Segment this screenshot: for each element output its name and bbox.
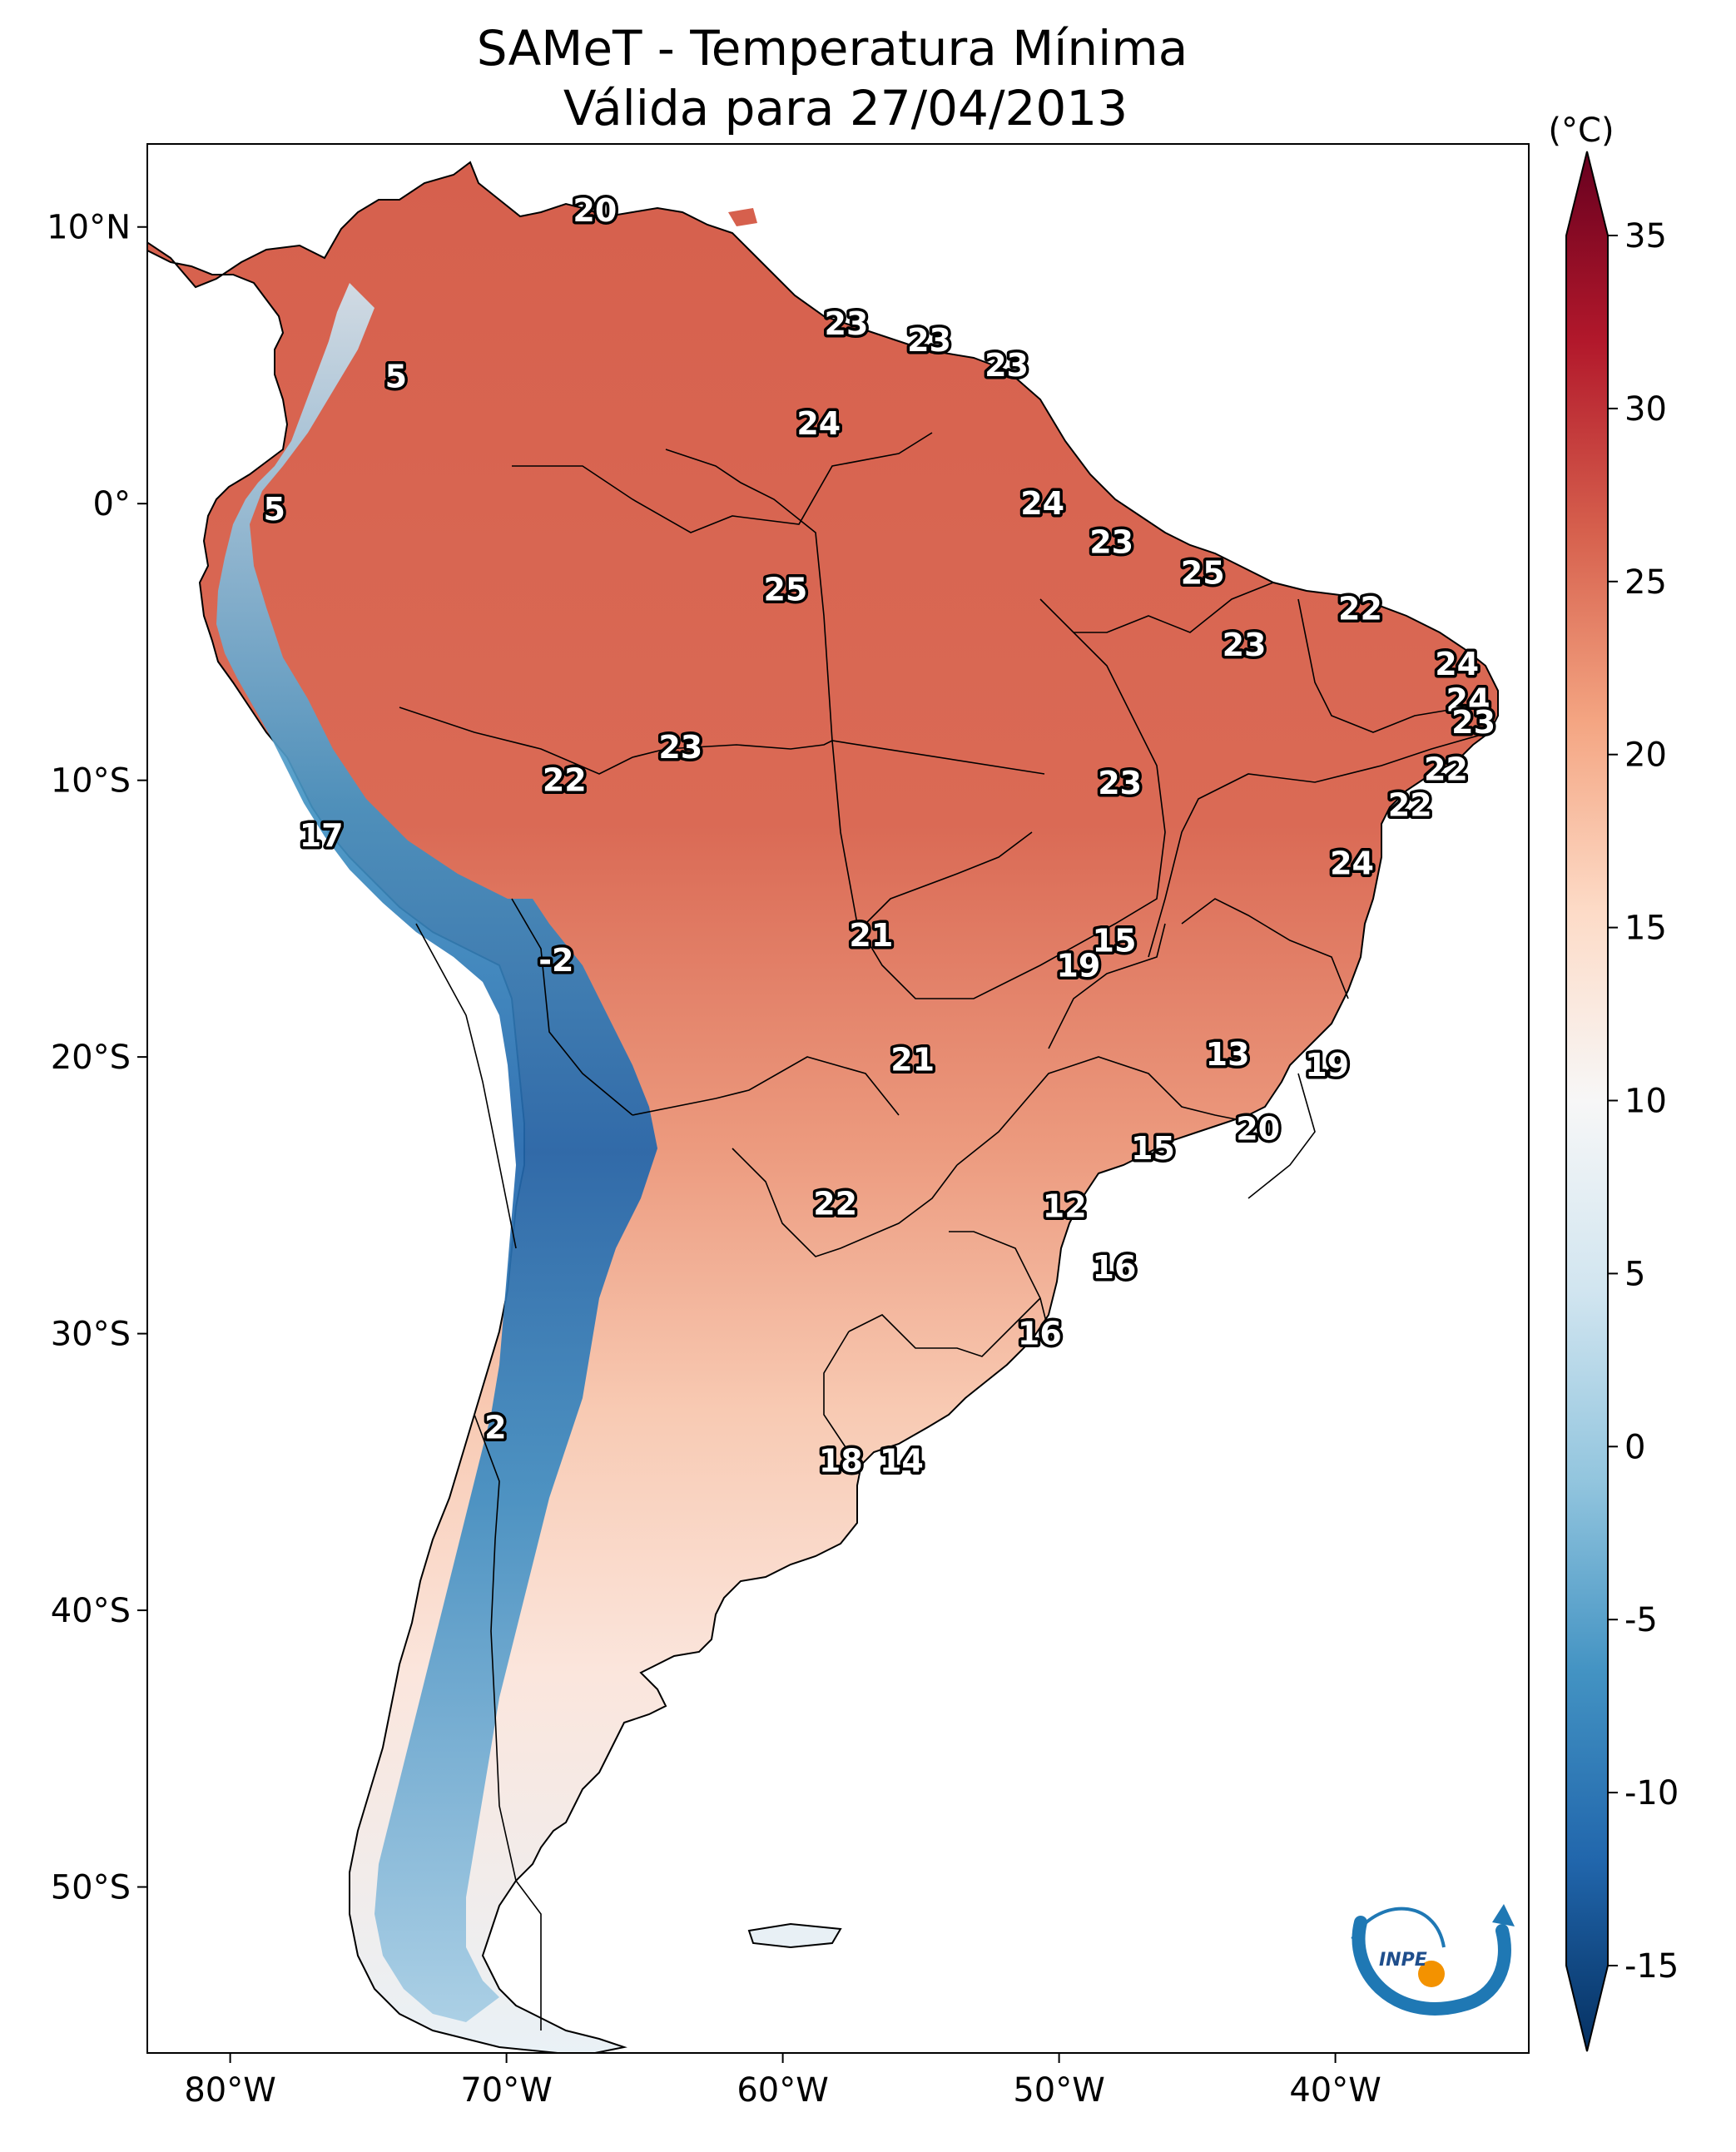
temperature-label: 16 — [1018, 1316, 1062, 1352]
latitude-tick-label: 30°S — [51, 1316, 131, 1354]
temperature-label: 23 — [1098, 765, 1142, 801]
temperature-label: 16 — [1093, 1249, 1137, 1286]
colorbar-unit: (°C) — [1548, 112, 1614, 150]
map-area — [147, 144, 1529, 2053]
temperature-label: 22 — [1388, 787, 1432, 824]
latitude-tick-label: 10°S — [51, 762, 131, 801]
temperature-label: 2 — [484, 1410, 506, 1446]
colorbar-ticks: 35 30 25 20 15 10 5 0 -5 -10 -15 — [1608, 217, 1679, 1986]
longitude-tick-label: 70°W — [460, 2071, 552, 2110]
temperature-label: 23 — [658, 729, 702, 766]
temperature-label: 19 — [1305, 1047, 1349, 1083]
temperature-label: 13 — [1206, 1036, 1250, 1073]
temperature-label: 21 — [849, 917, 893, 954]
temperature-label: 25 — [763, 571, 807, 607]
logo-orbit — [1351, 1907, 1446, 1948]
borders — [399, 432, 1490, 2031]
temperature-label: 17 — [300, 817, 344, 854]
colorbar-tick-label: 30 — [1624, 390, 1667, 429]
colorbar-tick-label: 10 — [1624, 1083, 1667, 1121]
temperature-label: 23 — [985, 347, 1029, 384]
temperature-label: 5 — [263, 491, 285, 528]
falklands — [747, 1922, 842, 1949]
latitude-tick-label: 10°N — [47, 209, 131, 247]
map-title: SAMeT - Temperatura Mínima — [477, 20, 1188, 77]
temperature-label: 15 — [1131, 1130, 1175, 1167]
temperature-label: 25 — [1181, 554, 1225, 591]
map-subtitle: Válida para 27/04/2013 — [563, 80, 1128, 136]
longitude-tick-label: 80°W — [184, 2071, 275, 2110]
temperature-label: -2 — [538, 942, 573, 979]
temperature-label: 24 — [796, 405, 841, 442]
colorbar-tick-label: 25 — [1624, 563, 1667, 602]
temperature-label: 14 — [880, 1443, 924, 1480]
temperature-label: 20 — [1236, 1111, 1280, 1148]
logo-arrow — [1492, 1904, 1515, 1926]
latitude-tick-label: 50°S — [51, 1869, 131, 1907]
temperature-label: 5 — [385, 358, 407, 394]
temperature-label: 22 — [813, 1185, 857, 1222]
latitude-tick-label: 40°S — [51, 1592, 131, 1630]
inpe-logo: INPE — [1351, 1904, 1515, 2016]
temperature-label: 23 — [825, 305, 869, 342]
longitude-tick-label: 60°W — [737, 2071, 828, 2110]
temperature-label: 22 — [1424, 751, 1468, 787]
temperature-label: 15 — [1093, 922, 1137, 959]
colorbar-tick-label: -5 — [1624, 1601, 1658, 1639]
temperature-label: 18 — [819, 1443, 863, 1480]
longitude-tick-label: 50°W — [1013, 2071, 1104, 2110]
temperature-label: 22 — [1338, 591, 1382, 627]
colorbar: (°C) 35 30 25 20 15 10 5 0 -5 -10 -15 — [1548, 112, 1679, 2052]
logo-swoosh — [1352, 1916, 1511, 2016]
longitude-tick-label: 40°W — [1289, 2071, 1381, 2110]
longitude-axis: 80°W 70°W 60°W 50°W 40°W — [184, 2053, 1381, 2110]
temperature-label: 24 — [1435, 646, 1479, 682]
temperature-label: 24 — [1446, 682, 1490, 718]
latitude-axis: 10°N 0° 10°S 20°S 30°S 40°S 50°S — [47, 209, 147, 1907]
temperature-label: 21 — [890, 1041, 935, 1078]
temperature-label: 23 — [1223, 627, 1267, 663]
colorbar-tick-label: -15 — [1624, 1947, 1679, 1986]
logo-sun — [1418, 1961, 1445, 1987]
temperature-label: 23 — [907, 322, 951, 359]
temperature-label: 23 — [1451, 704, 1495, 741]
temperature-label: 24 — [1020, 485, 1064, 522]
temperature-label: 23 — [1089, 524, 1133, 561]
colorbar-tick-label: 15 — [1624, 910, 1667, 948]
logo-text: INPE — [1379, 1950, 1427, 1971]
temperature-label: 12 — [1043, 1188, 1087, 1225]
temperature-label: 19 — [1056, 947, 1100, 984]
colorbar-body — [1565, 151, 1609, 2052]
latitude-tick-label: 0° — [93, 485, 131, 523]
colorbar-tick-label: 20 — [1624, 736, 1667, 775]
colorbar-tick-label: 0 — [1624, 1428, 1645, 1466]
temperature-label: 24 — [1330, 845, 1374, 881]
temperature-label: 22 — [543, 762, 587, 799]
latitude-tick-label: 20°S — [51, 1039, 131, 1077]
temperature-label: 20 — [573, 192, 617, 229]
map-frame — [146, 143, 1530, 2054]
andes-cold-region — [216, 283, 657, 2022]
caribbean-island — [728, 208, 757, 226]
colorbar-tick-label: 35 — [1624, 217, 1667, 255]
colorbar-tick-label: -10 — [1624, 1774, 1679, 1812]
colorbar-tick-label: 5 — [1624, 1255, 1645, 1293]
